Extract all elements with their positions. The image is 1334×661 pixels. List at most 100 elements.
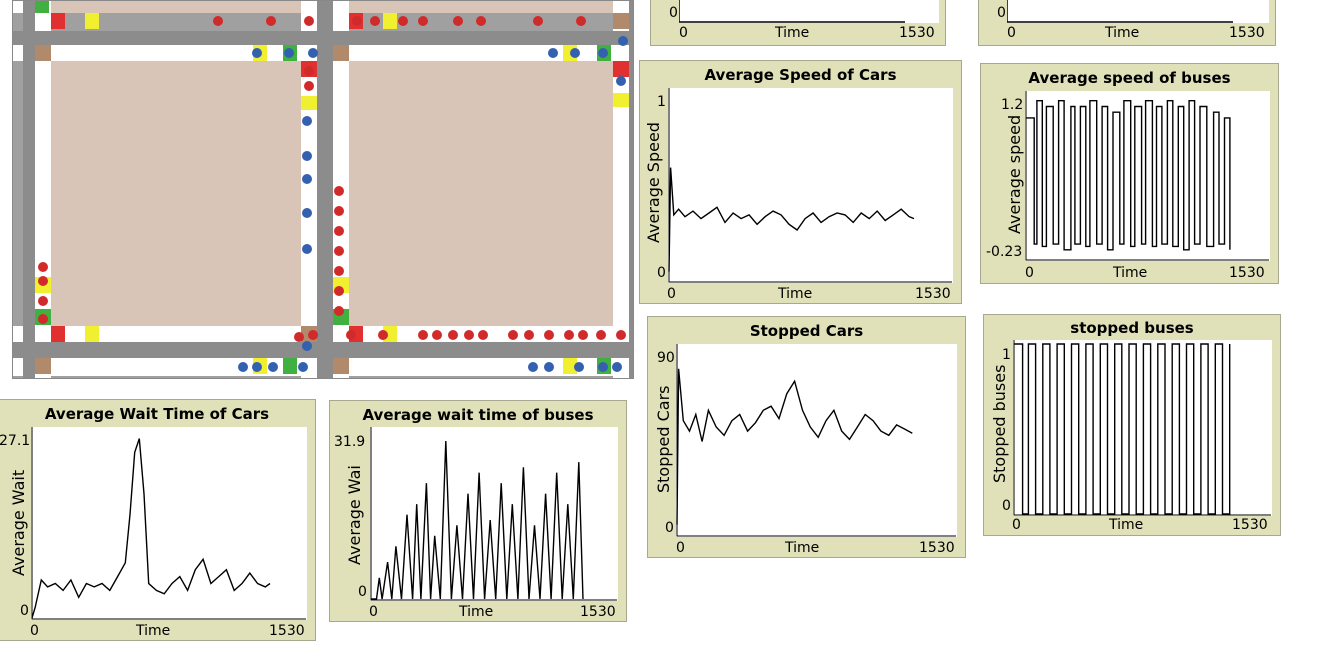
car	[464, 330, 474, 340]
plot-stopped-cars: Stopped Cars 90 0 Stopped Cars 0 Time 15…	[647, 316, 966, 558]
y-min-label: 0	[657, 265, 666, 281]
plot-avg-speed-buses: Average speed of buses 1.2 -0.23 Average…	[980, 63, 1279, 284]
x-min-label: 0	[667, 286, 676, 302]
lane-v-left	[23, 1, 35, 378]
y-min-label: -0.23	[986, 244, 1023, 260]
traffic-light-yellow	[613, 93, 629, 107]
y-max-label: 1.2	[1001, 97, 1024, 113]
x-axis-label: Time	[459, 604, 494, 620]
plot-title: Average Speed of Cars	[704, 66, 897, 84]
traffic-light-green	[35, 1, 49, 13]
x-axis-label: Time	[775, 25, 810, 41]
car	[304, 81, 314, 91]
plot-area	[1007, 0, 1269, 23]
world-view[interactable]	[12, 0, 634, 379]
series-line	[371, 440, 584, 600]
car	[378, 330, 388, 340]
y-min-label: 0	[669, 5, 678, 21]
plot-area	[668, 88, 953, 283]
plot-area	[31, 427, 307, 620]
plot-area	[1013, 340, 1272, 516]
x-max-label: 1530	[580, 604, 616, 620]
chart-svg	[1013, 340, 1271, 516]
car	[304, 66, 314, 76]
series-line	[1026, 100, 1231, 251]
road-v-mid	[301, 1, 317, 378]
car	[38, 314, 48, 324]
city-block-top-left	[51, 1, 301, 13]
bus	[544, 362, 554, 372]
chart-svg	[676, 344, 956, 537]
traffic-light-yellow	[85, 326, 99, 342]
x-max-label: 1530	[899, 25, 935, 41]
car	[508, 330, 518, 340]
chart-svg	[1025, 91, 1269, 261]
city-block-left	[51, 61, 301, 326]
bus	[598, 48, 608, 58]
y-max-label: 31.9	[334, 434, 366, 450]
y-min-label: 0	[20, 603, 29, 619]
car	[334, 186, 344, 196]
intersection	[613, 13, 629, 29]
road-v-right	[613, 1, 629, 378]
plot-avg-wait-cars: Average Wait Time of Cars 27.1 0 Average…	[0, 399, 316, 641]
x-max-label: 1530	[269, 623, 305, 639]
car	[266, 16, 276, 26]
bus	[238, 362, 248, 372]
series-line	[31, 438, 271, 619]
chart-svg	[370, 427, 617, 601]
car	[578, 330, 588, 340]
y-max-label: 1	[1002, 347, 1011, 363]
bus	[302, 151, 312, 161]
car	[453, 16, 463, 26]
city-block-right	[349, 61, 613, 326]
car	[448, 330, 458, 340]
y-max-label: 90	[657, 350, 675, 366]
bus	[616, 76, 626, 86]
x-max-label: 1530	[1229, 25, 1265, 41]
bus	[252, 48, 262, 58]
plot-title: Stopped Cars	[749, 322, 864, 340]
x-max-label: 1530	[919, 540, 955, 556]
y-min-label: 0	[665, 520, 674, 536]
car	[576, 16, 586, 26]
world-canvas	[13, 1, 633, 378]
bus	[574, 362, 584, 372]
y-axis-label: Stopped Cars	[654, 385, 673, 493]
x-axis-label: Time	[778, 286, 813, 302]
traffic-light-green	[283, 358, 297, 374]
x-min-label: 0	[1012, 517, 1021, 533]
lane-v-mid	[317, 1, 333, 378]
car	[524, 330, 534, 340]
car	[352, 16, 362, 26]
plot-area	[676, 344, 957, 537]
axis-line	[676, 344, 956, 537]
x-min-label: 0	[1007, 25, 1016, 41]
series-line	[668, 167, 915, 272]
bus	[284, 48, 294, 58]
traffic-light-yellow	[563, 358, 577, 374]
car	[478, 330, 488, 340]
bus	[302, 244, 312, 254]
axis-line	[370, 427, 617, 601]
bus	[598, 362, 608, 372]
y-axis-label: Average Speed	[644, 122, 663, 243]
car	[418, 330, 428, 340]
plot-avg-wait-buses: Average wait time of buses 31.9 0 Averag…	[329, 400, 627, 622]
car	[334, 246, 344, 256]
chart-svg	[31, 427, 306, 620]
y-axis-label: Stopped buses	[990, 364, 1009, 483]
car	[564, 330, 574, 340]
traffic-light-red	[51, 13, 65, 29]
x-min-label: 0	[369, 604, 378, 620]
bus	[252, 362, 262, 372]
y-axis-label: Average Wait	[9, 469, 28, 576]
car	[334, 226, 344, 236]
x-min-label: 0	[1025, 265, 1034, 281]
x-axis-label: Time	[1109, 517, 1144, 533]
bus	[548, 48, 558, 58]
traffic-light-red	[51, 326, 65, 342]
bus	[268, 362, 278, 372]
x-axis-label: Time	[1113, 265, 1148, 281]
city-block-top-right	[349, 1, 613, 13]
